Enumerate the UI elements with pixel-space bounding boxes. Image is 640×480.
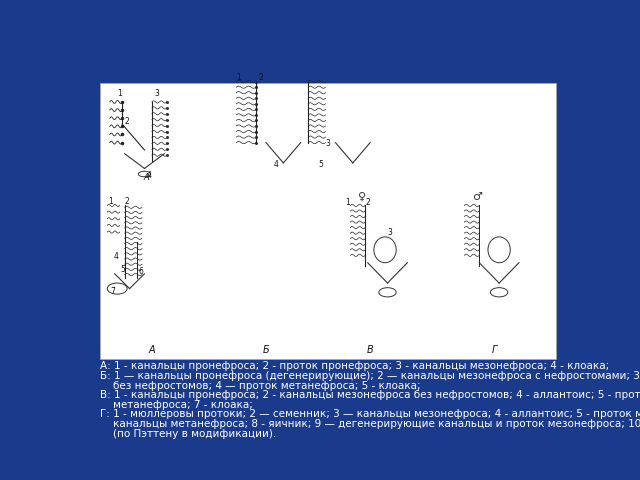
Text: метанефроса; 7 - клоака;: метанефроса; 7 - клоака; xyxy=(100,400,253,410)
Text: 7: 7 xyxy=(111,287,116,296)
Text: 4: 4 xyxy=(273,160,278,168)
Text: А: 1 - канальцы пронефроса; 2 - проток пронефроса; 3 - канальцы мезонефроса; 4 -: А: 1 - канальцы пронефроса; 2 - проток п… xyxy=(100,361,609,372)
Text: без нефростомов; 4 — проток метанефроса; 5 - клоака;: без нефростомов; 4 — проток метанефроса;… xyxy=(100,381,420,391)
Ellipse shape xyxy=(379,288,396,297)
Text: 2: 2 xyxy=(125,197,129,205)
Text: 2: 2 xyxy=(259,73,263,82)
Text: А: А xyxy=(143,173,148,182)
Text: В: 1 - канальцы пронефроса; 2 - канальцы мезонефроса без нефростомов; 4 - аллант: В: 1 - канальцы пронефроса; 2 - канальцы… xyxy=(100,390,640,400)
Text: ♂: ♂ xyxy=(472,192,482,202)
Text: ♀: ♀ xyxy=(358,192,366,202)
Text: 1: 1 xyxy=(236,73,241,82)
Text: Г: 1 - мюллеровы протоки; 2 — семенник; 3 — канальцы мезонефроса; 4 - аллантоис;: Г: 1 - мюллеровы протоки; 2 — семенник; … xyxy=(100,409,640,420)
Text: Б: Б xyxy=(262,345,269,355)
Text: 6: 6 xyxy=(138,267,143,276)
Text: 1: 1 xyxy=(108,197,113,205)
Text: канальцы метанефроса; 8 - яичник; 9 — дегенерирующие канальцы и проток мезонефро: канальцы метанефроса; 8 - яичник; 9 — де… xyxy=(100,419,640,429)
Text: 3: 3 xyxy=(154,89,159,98)
Text: (по Пэттену в модификации).: (по Пэттену в модификации). xyxy=(100,429,276,439)
Text: В: В xyxy=(367,345,374,355)
Text: 2: 2 xyxy=(125,117,129,126)
Text: 3: 3 xyxy=(388,228,392,237)
Text: 4: 4 xyxy=(114,252,118,261)
Text: 5: 5 xyxy=(318,160,323,168)
Ellipse shape xyxy=(488,237,510,263)
Text: 5: 5 xyxy=(121,265,125,274)
Text: 1: 1 xyxy=(117,89,122,98)
Text: А: А xyxy=(148,345,156,355)
Text: 4: 4 xyxy=(147,171,152,180)
Text: 2: 2 xyxy=(365,198,370,207)
Ellipse shape xyxy=(138,171,150,177)
Text: 3: 3 xyxy=(326,139,330,148)
Text: Г: Г xyxy=(492,345,497,355)
Ellipse shape xyxy=(374,237,396,263)
Text: 1: 1 xyxy=(346,198,350,207)
Text: Б: 1 — канальцы пронефроса (дегенерирующие); 2 — канальцы мезонефроса с нефросто: Б: 1 — канальцы пронефроса (дегенерирующ… xyxy=(100,371,640,381)
FancyBboxPatch shape xyxy=(100,84,556,359)
Ellipse shape xyxy=(108,283,127,294)
Ellipse shape xyxy=(490,288,508,297)
